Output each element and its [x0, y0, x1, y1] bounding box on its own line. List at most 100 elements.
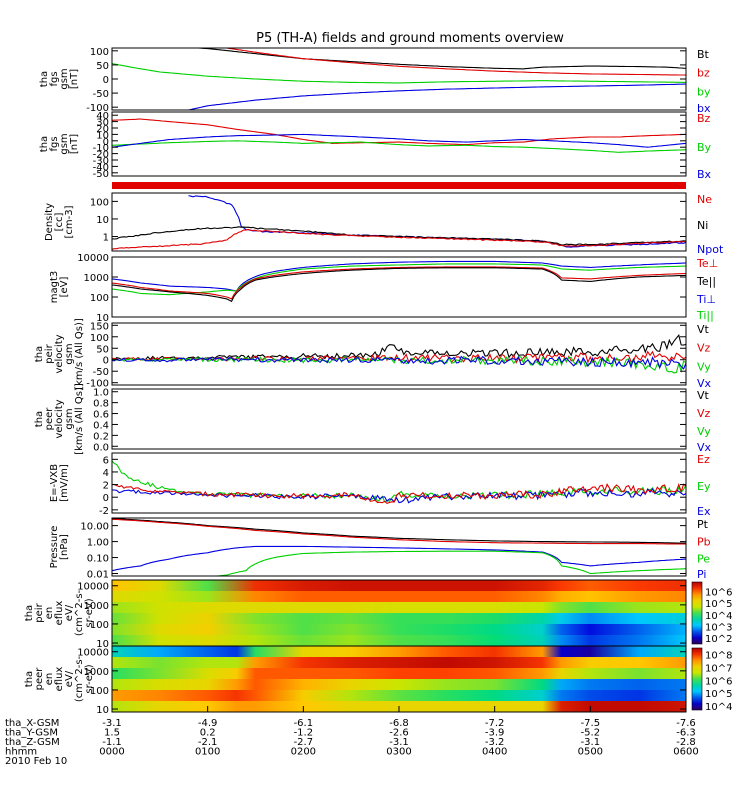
y-tick-label: -40 — [93, 162, 109, 173]
y-axis-label: fgs — [49, 136, 60, 151]
series-line-Ni — [112, 226, 686, 246]
y-axis-label: eV/ — [64, 670, 75, 687]
spectrogram-band — [112, 646, 686, 658]
x-row-label: tha_Y-GSM — [5, 728, 58, 739]
panel-9: 10^610^510^410^310^2 10000 1000 100 10 tha pei… — [24, 579, 732, 650]
legend-entry: Pe — [697, 553, 710, 566]
y-axis-label: velocity — [54, 399, 65, 438]
y-tick-label: 1 — [103, 233, 109, 244]
series-line-By — [112, 140, 686, 153]
y-tick-label: 0.2 — [93, 431, 109, 442]
date-label: 2010 Feb 10 — [5, 756, 67, 767]
x-row-value: 0.2 — [200, 728, 216, 739]
y-tick-label: -20 — [93, 150, 109, 161]
y-tick-label: 0.4 — [93, 420, 109, 431]
panel-frame — [111, 452, 687, 514]
spectrogram-band — [112, 624, 686, 636]
series-line-Ne — [112, 228, 686, 250]
y-axis-label: gsm — [59, 133, 70, 154]
y-tick-label: 10 — [96, 313, 109, 324]
panel-frame — [111, 47, 687, 111]
x-row-value: 0400 — [482, 747, 507, 758]
y-axis-label: [nT] — [69, 134, 80, 154]
series-line-Ti|| — [112, 263, 686, 296]
panel-1: 100 50 0 -50 -100 tha fgs gsm [nT] Bt bz by bx — [39, 47, 711, 115]
series-line-Ez — [112, 482, 686, 505]
y-axis-label: gsm — [59, 68, 70, 89]
colorbar-scale — [691, 581, 703, 645]
y-axis-label: [nPa] — [59, 534, 70, 560]
y-tick-label: -50 — [93, 89, 109, 100]
x-row-value: -6.1 — [294, 718, 314, 729]
y-axis-label: peir — [34, 602, 45, 622]
series-group — [112, 195, 686, 250]
colorbar-tick-label: 10^8 — [705, 650, 732, 661]
y-tick-label: 10 — [96, 130, 109, 141]
x-row-value: -7.2 — [485, 718, 505, 729]
colorbar-tick-label: 10^7 — [705, 663, 732, 674]
spectrogram-band — [112, 591, 686, 603]
colorbar-tick-label: 10^5 — [705, 689, 732, 700]
y-axis-label: sr-eV) — [84, 598, 95, 627]
y-axis-label: sr-eV) — [84, 664, 95, 693]
y-axis-label: tha — [34, 346, 45, 362]
y-axis-label: (cm^2-s- — [74, 655, 85, 702]
series-line-bz — [226, 48, 686, 76]
x-row-value: 0500 — [578, 747, 603, 758]
x-row-label: tha_Z-GSM — [5, 737, 60, 748]
y-axis-label: [eV] — [59, 277, 70, 298]
panel-frame — [111, 517, 687, 577]
legend-entry: Ey — [697, 480, 711, 493]
y-axis-label: [km/s (All Qs)] — [74, 318, 85, 390]
legend-entry: Ex — [697, 505, 711, 518]
panel-4: 10000 1000 100 10 magt3 [eV] Te⊥ Te|| Ti⊥ Ti|| — [49, 253, 718, 324]
y-tick-label: 1.0 — [93, 388, 109, 399]
y-axis-label: tha — [24, 605, 35, 621]
series-group — [112, 518, 686, 576]
y-tick-label: 0 — [103, 75, 109, 86]
series-group — [112, 260, 686, 303]
y-axis-label: fgs — [49, 71, 60, 86]
y-axis-label: eV/ — [64, 604, 75, 621]
y-tick-label: 50 — [96, 344, 109, 355]
y-tick-label: 1000 — [84, 273, 109, 284]
spectrogram-band — [112, 602, 686, 614]
y-tick-label: -50 — [93, 367, 109, 378]
y-tick-label: 150 — [90, 321, 109, 332]
y-axis-label: [cm-3] — [64, 205, 75, 238]
legend-entry: Ni — [697, 219, 708, 232]
x-axis: tha_X-GSM -3.1 -4.9 -6.1 -6.8 -7.2 -7.5 -7.6 tha… — [5, 706, 699, 767]
spectrogram — [112, 646, 686, 712]
y-tick-label: 0.0 — [93, 442, 109, 453]
legend-entry: Te⊥ — [696, 257, 718, 270]
panel-6: 1.00.80.60.40.20.0 tha peer velocity gsm [km/… — [34, 383, 712, 455]
y-tick-label: 10000 — [77, 648, 109, 659]
series-line-Te⊥ — [112, 266, 686, 300]
y-axis-label: E=-VXB — [49, 464, 60, 502]
legend-entry: Ne — [697, 193, 712, 206]
y-axis-label: [km/s (All Qs)] — [74, 383, 85, 455]
legend-entry: Bx — [697, 168, 712, 181]
y-axis-label: velocity — [54, 334, 65, 373]
y-tick-label: 50 — [96, 61, 109, 72]
y-tick-label: 40 — [96, 111, 109, 122]
colorbar-tick-label: 10^5 — [705, 599, 732, 610]
y-axis-label: peer — [34, 667, 45, 691]
colorbar-tick-label: 10^6 — [705, 587, 732, 598]
legend-entry: Vy — [697, 360, 711, 373]
series-line-Vt — [112, 334, 686, 361]
legend-entry: Ez — [697, 453, 710, 466]
y-axis-label: tha — [39, 136, 50, 152]
y-tick-label: 10 — [96, 639, 109, 650]
series-line-Bz — [112, 118, 686, 146]
x-row-label: hhmm — [5, 747, 37, 758]
legend-entry: By — [697, 141, 712, 154]
y-axis-label: (cm^2-s- — [74, 589, 85, 636]
y-axis-label: [mV/m] — [59, 464, 70, 502]
panel-10: 10^8 10^7 10^6 10^5 10^4 10000 1000 100 10 tha pee… — [24, 645, 732, 716]
colorbar-tick-label: 10^2 — [705, 634, 732, 645]
legend-entry: Bt — [697, 48, 710, 61]
legend-entry: Pt — [697, 518, 709, 531]
